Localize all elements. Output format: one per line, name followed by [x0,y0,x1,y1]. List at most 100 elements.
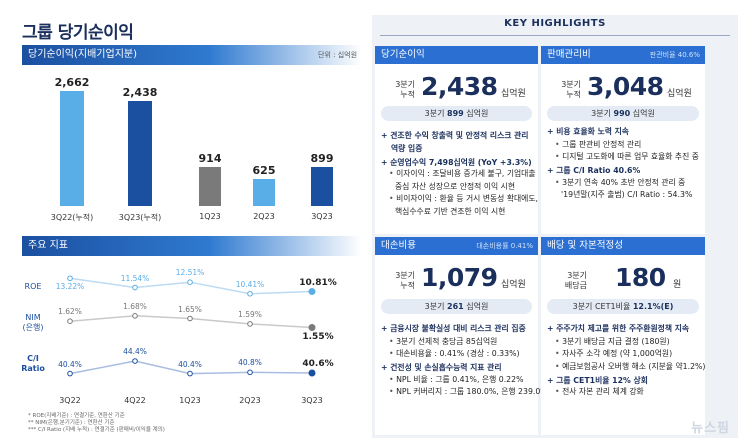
indicators-line-chart: 13.22% 11.54% 12.51% 10.41% 10.81% 1.62% 1.68%… [40,260,360,410]
series-value-label: 13.22% [55,282,85,292]
bullet-item: 전사 자본 관리 체계 강화 [555,386,644,397]
series-value-label: 44.4% [123,347,147,357]
credit-cost-pill-prefix: 3분기 [424,302,445,311]
sga-pill-value: 990 [613,109,631,118]
footnote-3: *** C/I Ratio (지배 누적) : 연결기준 (판매비/이익율 계의… [28,427,165,433]
series-point [132,313,138,319]
net-income-section-header: 당기순이익(지배기업지분) [22,45,362,65]
series-value-label: 1.59% [238,309,262,319]
bullet-item: 이자이익 : 조달비용 증가세 불구, 기업대출 [389,168,535,179]
bar-value-label: 2,438 [122,85,158,99]
x-axis-label: 3Q22 [59,396,81,405]
bullet-item: 중심 자산 성장으로 안정적 이익 시현 [395,181,515,191]
dividend-highlight-header-label: 배당 및 자본적정성 [547,240,623,251]
series-point [247,321,253,327]
bar-value-label: 914 [198,151,222,165]
dividend-pill-prefix: 3분기 CET1비율 [572,302,631,311]
series-point [132,358,138,364]
bar-3 [253,178,275,206]
bullet-item: 대손비용율 : 0.41% (경상 : 0.33%) [389,348,519,359]
nim-row-label-line1: NIM [25,313,41,322]
net-income-highlight-header: 당기순이익 [375,46,538,64]
ci-row-label-line2: Ratio [21,364,45,373]
sga-quarter-pill: 3분기 990 십억원 [547,106,699,121]
bar-value-label: 625 [252,163,276,177]
x-axis-label: 1Q23 [179,396,201,405]
net-income-unit: 단위 : 십억원 [318,51,358,59]
bar-category-label: 3Q22(누적) [50,213,94,222]
sga-pill-prefix: 3분기 [591,109,611,118]
dividend-period-line2: 배당금 [564,281,587,290]
credit-cost-pill-suffix: 십억원 [466,302,489,311]
credit-cost-quarter-pill: 3분기 261 십억원 [381,299,532,314]
net-income-pill-value: 899 [447,109,464,118]
series-point [67,318,73,325]
credit-cost-highlight-unit: 십억원 [501,280,526,290]
bullet-item: 비이자이익 : 환율 등 거시 변동성 확대에도, [389,193,538,204]
bullet-item: 3분기 배당금 지급 결정 (180원) [555,336,670,347]
bullet-item: 주주가치 제고를 위한 주주환원정책 지속 [547,323,689,334]
bullet-item: 비용 효율화 노력 지속 [547,126,629,137]
series-value-label: 1.68% [123,301,147,311]
series-point [187,370,193,377]
roe-row-label: ROE [24,282,42,291]
dividend-highlight-panel: 배당 및 자본적정성 3분기 배당금 180 원 3분기 CET1비율 12.1… [541,237,705,435]
bullet-item: 역량 입증 [391,143,423,153]
series-value-label: 1.65% [178,304,202,314]
net-income-period-label: 3분기 누적 [377,80,415,100]
x-axis-label: 3Q23 [301,396,323,405]
net-income-header-label: 당기순이익(지배기업지분) [28,49,138,60]
ci-row-label-line1: C/I [27,354,39,363]
series-point [132,284,138,291]
bar-2 [199,166,221,206]
bullet-item: 견조한 수익 창출력 및 안정적 리스크 관리 [381,130,528,141]
series-point [187,315,193,322]
net-income-quarter-pill: 3분기 899 십억원 [381,106,532,121]
bullet-item: 디지털 고도화에 따른 업무 효율화 추진 중 [555,151,699,162]
series-value-label: 11.54% [120,273,150,283]
net-income-highlight-unit: 십억원 [501,89,526,99]
credit-cost-highlight-header-label: 대손비용 [381,240,416,251]
net-income-highlight-panel: 당기순이익 3분기 누적 2,438 십억원 3분기 899 십억원 견조한 수… [375,46,538,234]
series-value-label: 40.8% [238,358,262,368]
dividend-period-label: 3분기 배당금 [543,271,587,291]
sga-highlight-header: 판매관리비 판관비율 40.6% [541,46,705,64]
sga-highlight-unit: 십억원 [667,89,692,99]
series-point [308,369,316,377]
series-point [247,290,253,297]
x-axis-label: 4Q22 [124,396,146,405]
dividend-cet1-pill: 3분기 CET1비율 12.1%(E) [547,299,699,314]
bullet-item: 3분기 선제적 충당금 85십억원 [389,336,497,347]
bullet-item: NPL 커버리지 : 그룹 180.0%, 은행 239.0% [389,386,548,397]
sga-highlight-panel: 판매관리비 판관비율 40.6% 3분기 누적 3,048 십억원 3분기 990… [541,46,705,234]
page-title: 그룹 당기순이익 [22,23,134,43]
bullet-item: 자사주 소각 예정 (약 1,000억원) [555,348,672,359]
bullet-item: 예금보험공사 오버행 해소 (지분율 약1.2%) [555,361,705,372]
series-value-label: 40.6% [302,358,334,369]
series-value-label: 1.62% [58,307,82,317]
x-axis-label: 2Q23 [239,396,261,405]
credit-cost-highlight-panel: 대손비용 대손비용률 0.41% 3분기 누적 1,079 십억원 3분기 261… [375,237,548,435]
key-highlights-title: KEY HIGHLIGHTS [504,18,606,29]
key-highlights-divider [380,35,730,36]
credit-cost-period-line1: 3분기 [395,271,415,280]
dividend-pill-value: 12.1%(E) [632,302,674,311]
bar-4 [311,167,333,206]
footnote-1: * ROE(지배기준) : 연결기준, 연환산 기준 [28,413,125,419]
watermark-logo: 뉴스핌 [691,421,730,436]
bullet-item: '19년말(지주 출범) C/I Ratio : 54.3% [561,190,693,199]
credit-cost-period-label: 3분기 누적 [377,271,415,291]
ci-row-label: C/I Ratio [18,354,48,374]
bullet-item: 순영업수익 7,498십억원 (YoY +3.3%) [381,157,531,168]
nim-row-label-line2: (은행) [22,323,44,332]
bar-category-label: 2Q23 [253,212,275,221]
sga-period-label: 3분기 누적 [543,80,581,100]
bar-category-label: 3Q23 [311,212,333,221]
series-point [187,279,193,285]
bullet-item: 핵심수수료 기반 견조한 이익 시현 [395,206,506,216]
series-point [308,324,316,331]
sga-highlight-header-label: 판매관리비 [547,49,591,60]
bar-value-label: 2,662 [54,76,90,89]
credit-cost-highlight-value: 1,079 [421,263,498,292]
nim-row-label: NIM (은행) [18,313,48,333]
